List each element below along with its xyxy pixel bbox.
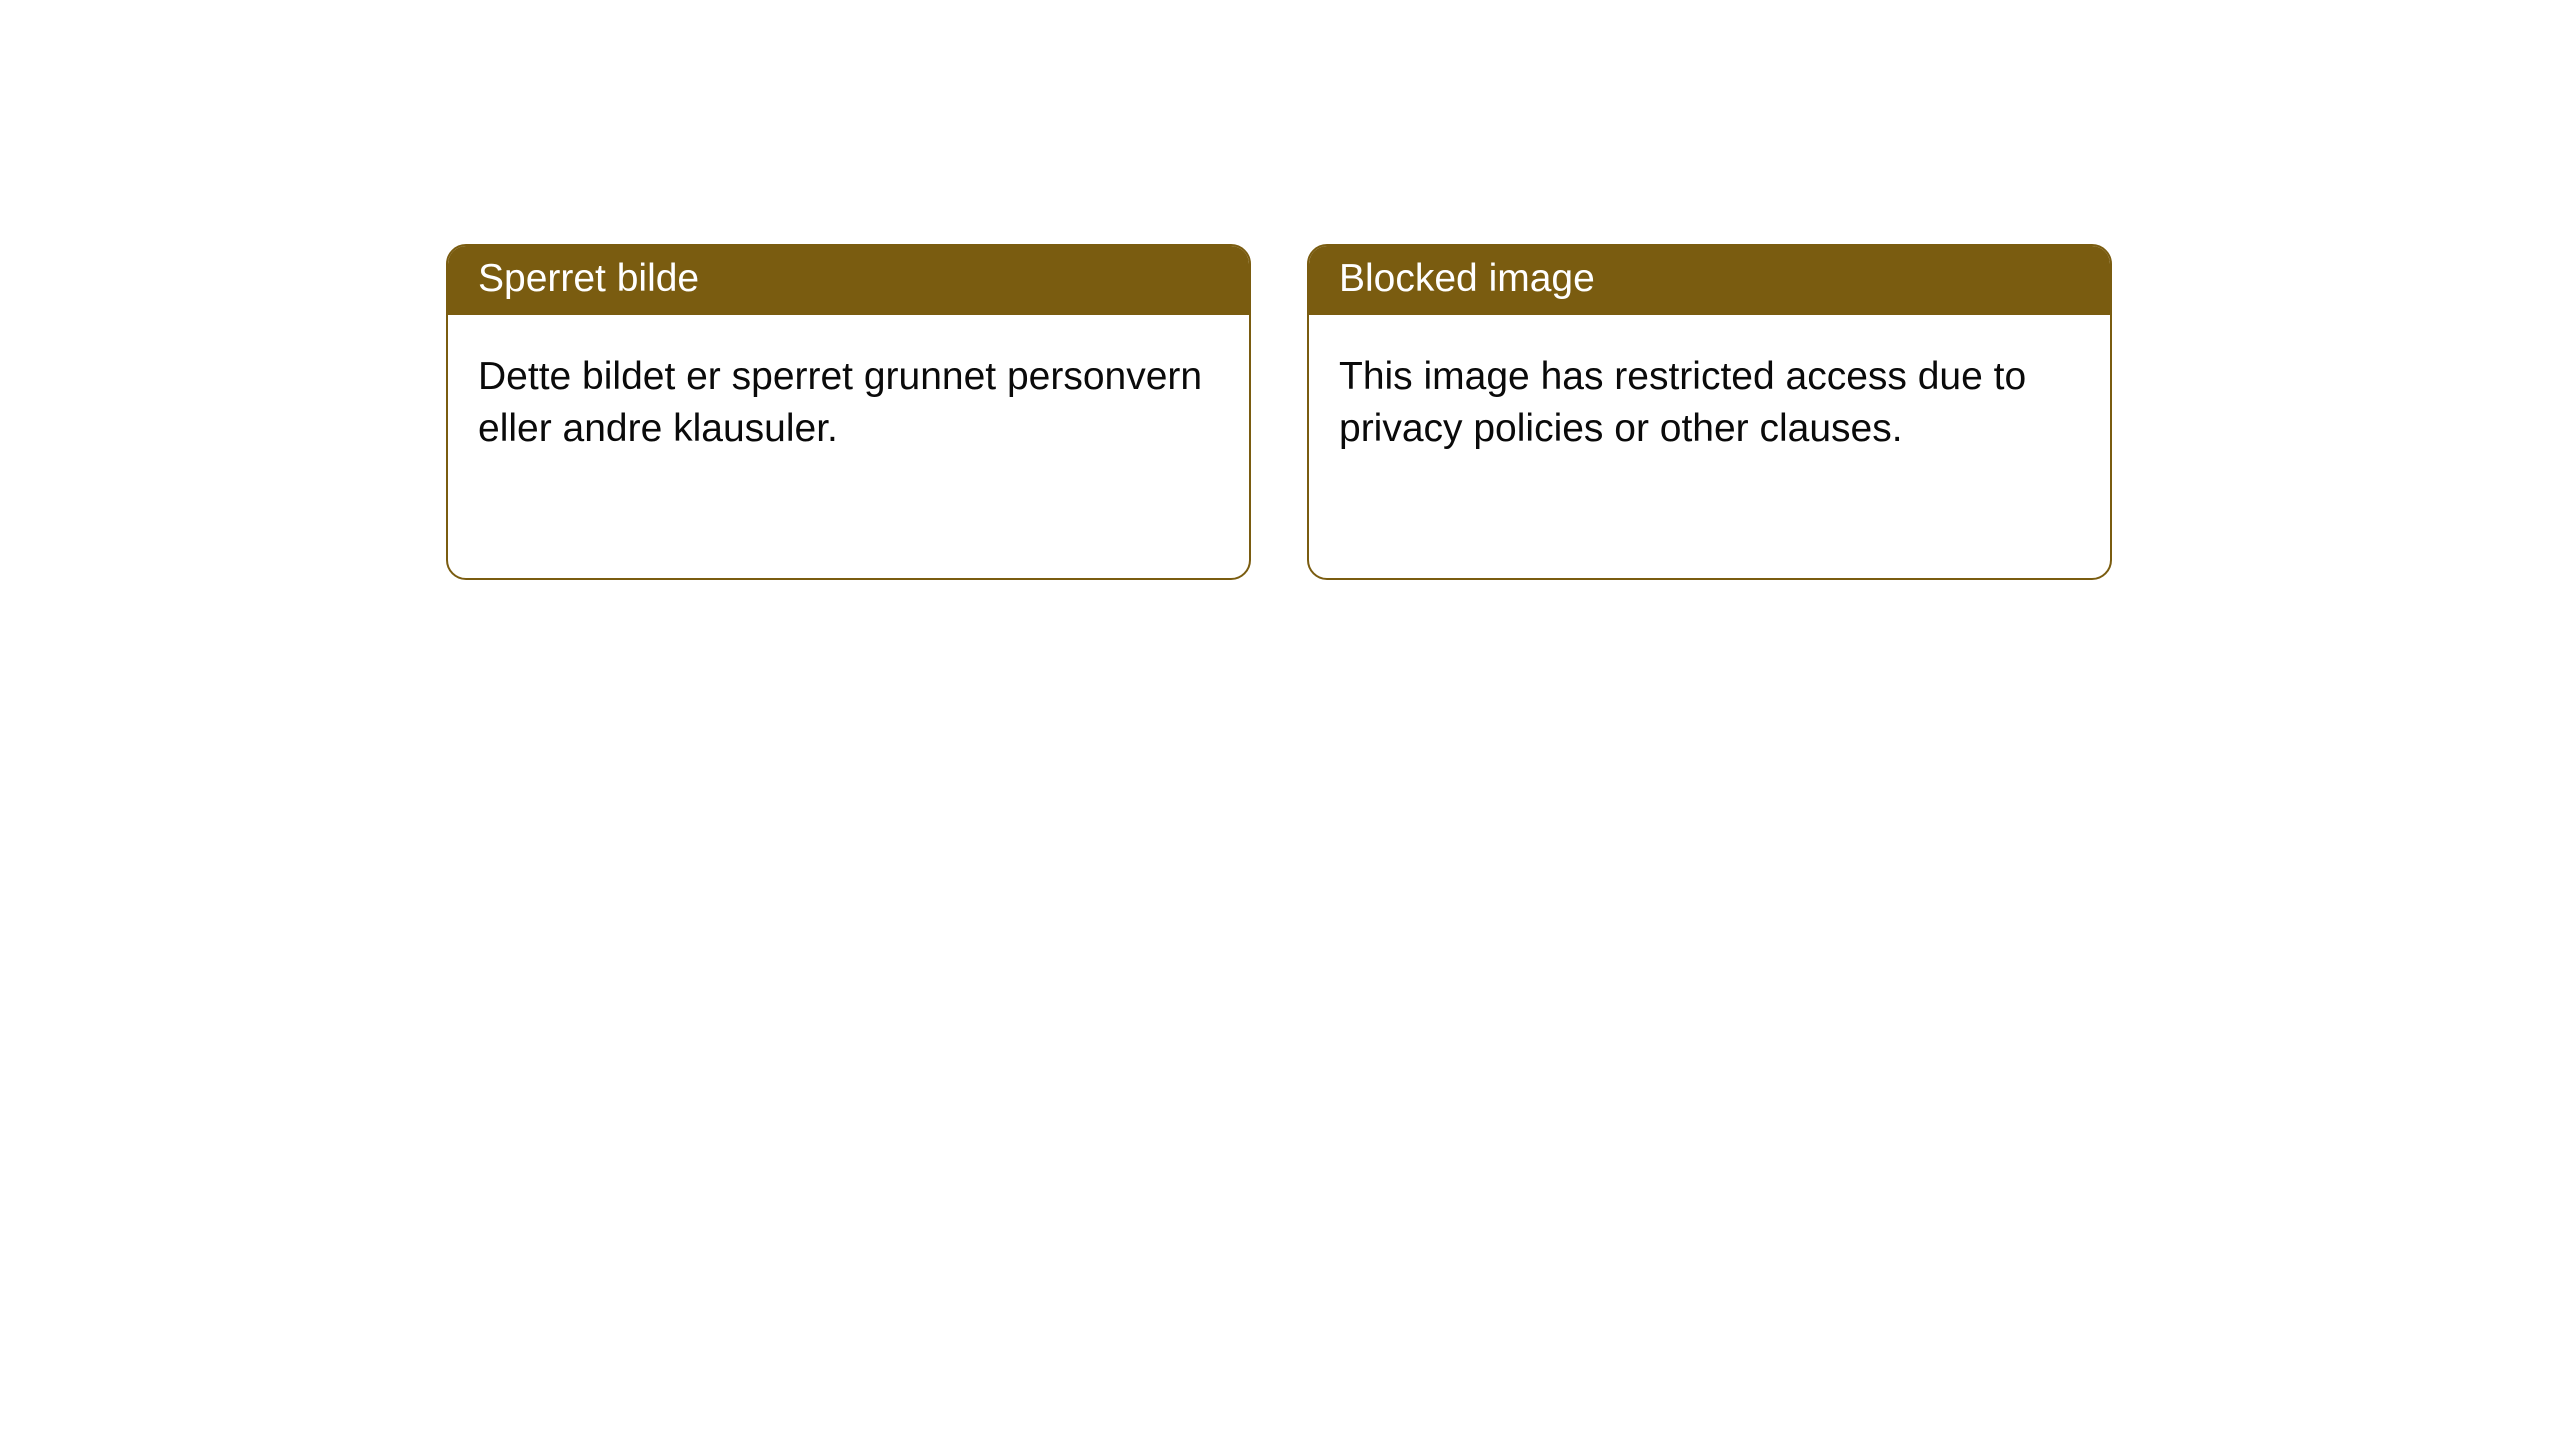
- notice-body-no: Dette bildet er sperret grunnet personve…: [448, 315, 1249, 486]
- notice-title-no: Sperret bilde: [478, 257, 699, 300]
- notice-header-en: Blocked image: [1309, 246, 2110, 315]
- notice-body-en: This image has restricted access due to …: [1309, 315, 2110, 486]
- notice-card-en: Blocked image This image has restricted …: [1307, 244, 2112, 580]
- notice-container: Sperret bilde Dette bildet er sperret gr…: [0, 0, 2560, 580]
- notice-title-en: Blocked image: [1339, 257, 1595, 300]
- notice-header-no: Sperret bilde: [448, 246, 1249, 315]
- notice-text-no: Dette bildet er sperret grunnet personve…: [478, 355, 1202, 451]
- notice-text-en: This image has restricted access due to …: [1339, 355, 2026, 451]
- notice-card-no: Sperret bilde Dette bildet er sperret gr…: [446, 244, 1251, 580]
